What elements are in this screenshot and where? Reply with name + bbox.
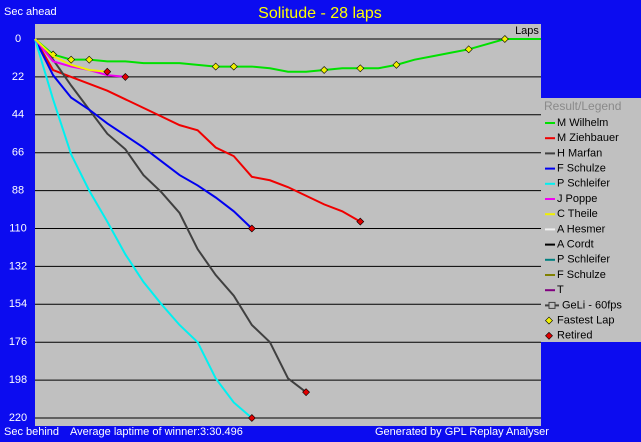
retired-marker — [121, 72, 130, 81]
series-line — [34, 38, 361, 223]
retired-marker — [103, 67, 112, 76]
legend-label: F Schulze — [557, 163, 606, 175]
legend-label: F Schulze — [557, 269, 606, 281]
retired-marker — [247, 414, 256, 422]
legend-label: M Ziehbauer — [557, 132, 619, 144]
y-tick-label: 110 — [9, 222, 27, 234]
retired-marker — [356, 217, 365, 226]
legend-swatch-square — [548, 301, 556, 309]
fastest-lap-marker — [229, 62, 238, 71]
legend-label: M Wilhelm — [557, 117, 608, 129]
y-tick-label: 220 — [9, 412, 27, 424]
y-tick-label: 154 — [9, 298, 27, 310]
fastest-lap-marker — [464, 45, 473, 54]
y-label-top: Sec ahead — [4, 6, 57, 18]
y-label-bottom: Sec behind — [4, 426, 59, 438]
fastest-lap-marker — [500, 35, 509, 43]
legend-label: P Schleifer — [557, 178, 610, 190]
y-tick-label: 176 — [9, 336, 27, 348]
plot-area — [35, 24, 541, 426]
legend-label: C Theile — [557, 208, 598, 220]
retired-marker — [247, 224, 256, 233]
fastest-lap-marker — [67, 55, 76, 64]
x-label: Laps — [515, 25, 539, 37]
y-tick-label: 88 — [12, 185, 24, 197]
y-tick-label: 22 — [12, 71, 24, 83]
y-tick-label: 44 — [12, 109, 24, 121]
legend-swatch — [545, 316, 553, 325]
retired-marker — [302, 388, 310, 397]
y-tick-label: 0 — [15, 33, 21, 45]
legend-box — [541, 98, 641, 342]
series-line — [34, 38, 307, 393]
footer-right: Generated by GPL Replay Analyser — [375, 426, 549, 438]
fastest-lap-marker — [392, 60, 401, 69]
legend-label: T — [557, 284, 564, 296]
footer-left: Average laptime of winner:3:30.496 — [70, 426, 243, 438]
fastest-lap-marker — [356, 64, 365, 73]
legend-label: GeLi - 60fps — [562, 299, 622, 311]
legend-label: A Hesmer — [557, 223, 606, 235]
legend-label: P Schleifer — [557, 254, 610, 266]
legend-label: Retired — [557, 330, 592, 342]
legend-label: J Poppe — [557, 193, 597, 205]
legend-swatch — [545, 331, 553, 340]
chart-title: Solitude - 28 laps — [258, 5, 382, 22]
series-line — [34, 38, 541, 73]
y-tick-label: 198 — [9, 374, 27, 386]
series-line — [34, 38, 253, 419]
fastest-lap-marker — [211, 62, 220, 71]
legend-label: H Marfan — [557, 147, 602, 159]
y-tick-label: 66 — [12, 147, 24, 159]
fastest-lap-marker — [85, 55, 94, 64]
legend-label: Fastest Lap — [557, 315, 614, 327]
y-tick-label: 132 — [9, 260, 27, 272]
fastest-lap-marker — [320, 66, 329, 74]
legend-label: A Cordt — [557, 239, 594, 251]
series-line — [34, 38, 108, 73]
legend-title: Result/Legend — [544, 99, 621, 113]
series-line — [34, 38, 253, 230]
